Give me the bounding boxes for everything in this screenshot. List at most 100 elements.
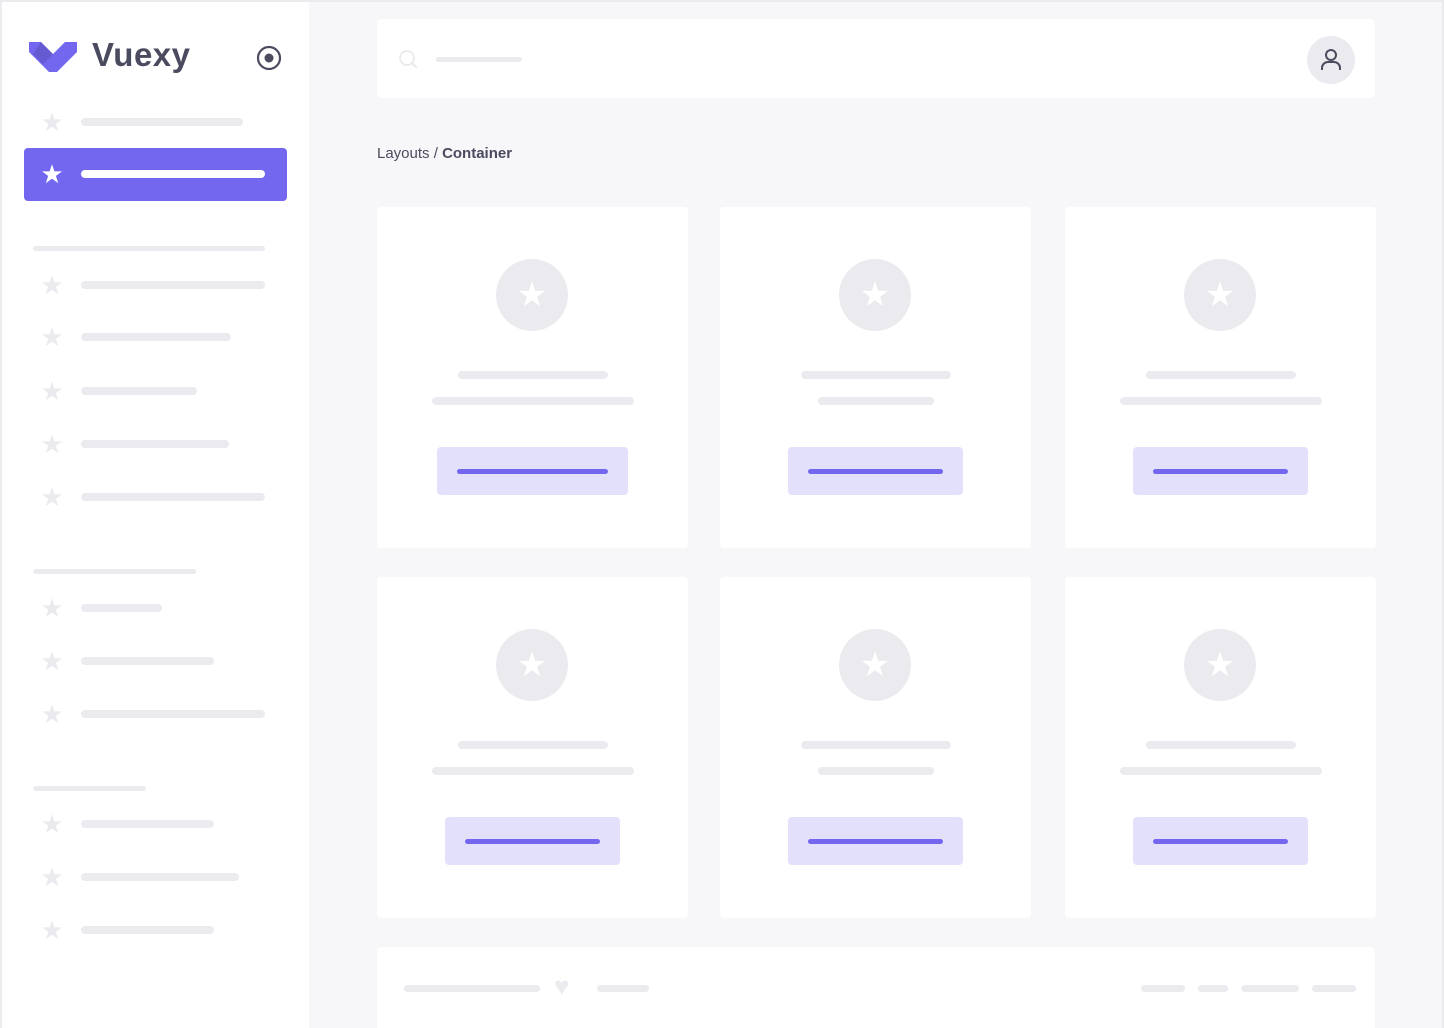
- star-icon: ★: [40, 482, 64, 512]
- card-title: [457, 741, 608, 749]
- card-text: [817, 397, 934, 405]
- sidebar: Vuexy ★ ★ ★ ★ ★ ★ ★ ★ ★ ★ ★ ★ ★: [2, 2, 309, 1028]
- card-avatar: ★: [839, 259, 911, 331]
- section-divider: [33, 246, 265, 251]
- logo-icon: [29, 42, 77, 72]
- sidebar-item-label: [81, 333, 231, 341]
- star-icon: ★: [40, 322, 64, 352]
- breadcrumb: Layouts / Container: [377, 145, 512, 162]
- section-divider: [33, 786, 146, 791]
- star-icon: ★: [40, 809, 64, 839]
- star-icon: ★: [516, 646, 548, 684]
- content-card: ★: [1065, 577, 1376, 918]
- sidebar-item[interactable]: ★: [24, 259, 287, 312]
- sidebar-item-label: [81, 170, 265, 178]
- footer-text: [597, 985, 649, 992]
- sidebar-item[interactable]: ★: [24, 148, 287, 201]
- sidebar-item-label: [81, 281, 265, 289]
- card-title: [457, 371, 608, 379]
- sidebar-item[interactable]: ★: [24, 582, 287, 635]
- footer-text: [404, 985, 540, 992]
- content-card: ★: [377, 207, 688, 548]
- content-card: ★: [377, 577, 688, 918]
- navbar: [377, 19, 1375, 98]
- card-button[interactable]: [788, 817, 963, 865]
- card-title: [1145, 371, 1296, 379]
- star-icon: ★: [40, 107, 64, 137]
- card-text: [431, 767, 634, 775]
- sidebar-item[interactable]: ★: [24, 904, 287, 957]
- card-button-label: [465, 839, 600, 844]
- star-icon: ★: [40, 699, 64, 729]
- content-card: ★: [720, 577, 1031, 918]
- sidebar-item[interactable]: ★: [24, 851, 287, 904]
- card-avatar: ★: [1184, 259, 1256, 331]
- sidebar-item[interactable]: ★: [24, 688, 287, 741]
- star-icon: ★: [40, 593, 64, 623]
- star-icon: ★: [516, 276, 548, 314]
- breadcrumb-separator: /: [429, 145, 443, 162]
- avatar[interactable]: [1307, 36, 1355, 84]
- card-avatar: ★: [1184, 629, 1256, 701]
- sidebar-item-label: [81, 493, 265, 501]
- radio-circle-icon[interactable]: [256, 45, 282, 71]
- footer-link[interactable]: [1241, 985, 1299, 992]
- footer-link[interactable]: [1198, 985, 1228, 992]
- content-card: ★: [1065, 207, 1376, 548]
- star-icon: ★: [40, 159, 64, 189]
- user-icon: [1321, 49, 1341, 70]
- sidebar-item-label: [81, 440, 229, 448]
- sidebar-item[interactable]: ★: [24, 418, 287, 471]
- card-text: [817, 767, 934, 775]
- footer-link[interactable]: [1312, 985, 1356, 992]
- card-button-label: [808, 839, 943, 844]
- star-icon: ★: [859, 276, 891, 314]
- card-button-label: [1153, 469, 1288, 474]
- card-button[interactable]: [1133, 817, 1308, 865]
- search-icon[interactable]: [398, 49, 420, 71]
- star-icon: ★: [40, 270, 64, 300]
- sidebar-item-label: [81, 657, 214, 665]
- card-button-label: [1153, 839, 1288, 844]
- card-title: [800, 371, 951, 379]
- star-icon: ★: [40, 429, 64, 459]
- card-text: [1119, 767, 1322, 775]
- breadcrumb-current: Container: [442, 145, 513, 162]
- heart-icon: ♥: [554, 971, 570, 1001]
- card-button[interactable]: [788, 447, 963, 495]
- brand-name: Vuexy: [92, 36, 191, 73]
- content-card: ★: [720, 207, 1031, 548]
- sidebar-item-label: [81, 926, 214, 934]
- card-button[interactable]: [437, 447, 628, 495]
- star-icon: ★: [40, 376, 64, 406]
- search-input[interactable]: [436, 57, 522, 62]
- sidebar-item[interactable]: ★: [24, 365, 287, 418]
- sidebar-item[interactable]: ★: [24, 798, 287, 851]
- footer: ♥: [377, 947, 1375, 1028]
- card-button[interactable]: [445, 817, 620, 865]
- breadcrumb-parent[interactable]: Layouts: [377, 145, 430, 162]
- sidebar-item-label: [81, 604, 162, 612]
- card-avatar: ★: [496, 629, 568, 701]
- sidebar-item[interactable]: ★: [24, 96, 287, 149]
- card-button-label: [808, 469, 943, 474]
- star-icon: ★: [40, 646, 64, 676]
- sidebar-item-label: [81, 387, 197, 395]
- sidebar-item[interactable]: ★: [24, 471, 287, 524]
- sidebar-item[interactable]: ★: [24, 311, 287, 364]
- card-text: [1119, 397, 1322, 405]
- footer-link[interactable]: [1141, 985, 1185, 992]
- card-button[interactable]: [1133, 447, 1308, 495]
- star-icon: ★: [40, 862, 64, 892]
- card-text: [431, 397, 634, 405]
- sidebar-item-label: [81, 820, 214, 828]
- sidebar-item[interactable]: ★: [24, 635, 287, 688]
- sidebar-item-label: [81, 873, 239, 881]
- card-title: [1145, 741, 1296, 749]
- card-title: [800, 741, 951, 749]
- star-icon: ★: [1204, 646, 1236, 684]
- card-button-label: [457, 469, 608, 474]
- sidebar-item-label: [81, 118, 243, 126]
- card-avatar: ★: [496, 259, 568, 331]
